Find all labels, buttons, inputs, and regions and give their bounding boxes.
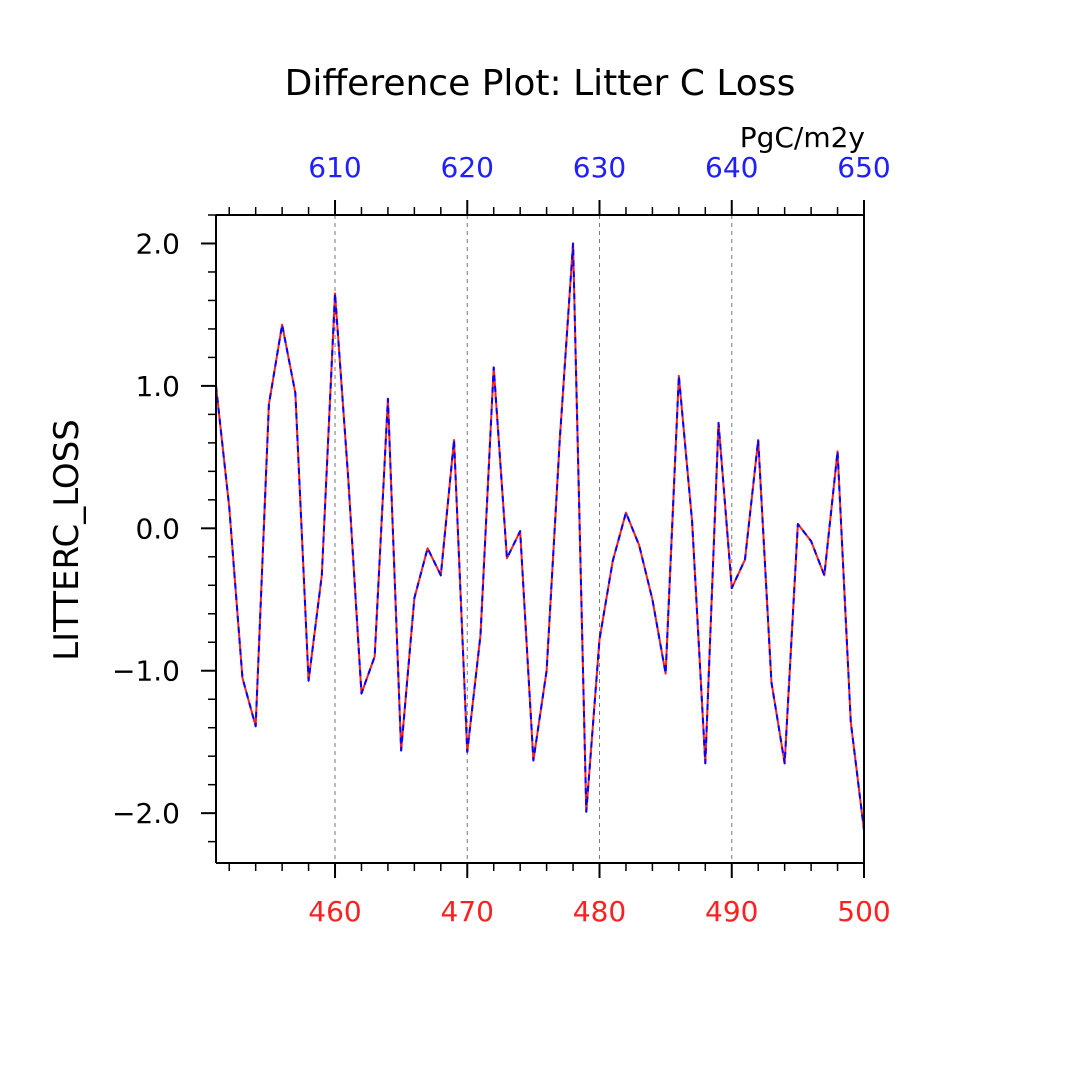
vertical-grid-lines xyxy=(334,215,733,863)
x-tick-label-bottom-460: 460 xyxy=(308,895,361,928)
series-lines xyxy=(215,242,865,831)
plot-frame-and-ticks xyxy=(201,200,865,878)
y-tick-label-4: −2.0 xyxy=(112,797,180,830)
x-tick-label-top-620: 620 xyxy=(441,151,494,184)
tick-labels: 460 470 480 490 500 610 620 630 640 650 2.0 1.0 0.0 −… xyxy=(112,151,891,928)
y-tick-label-1: 1.0 xyxy=(135,370,180,403)
x-tick-label-top-640: 640 xyxy=(705,151,758,184)
x-tick-label-bottom-490: 490 xyxy=(705,895,758,928)
x-tick-label-bottom-480: 480 xyxy=(573,895,626,928)
y-tick-label-0: 2.0 xyxy=(135,227,180,260)
units-label: PgC/m2y xyxy=(740,121,865,154)
y-axis-label: LITTERC_LOSS xyxy=(47,419,87,661)
series-line-blue xyxy=(215,242,865,831)
x-tick-label-top-650: 650 xyxy=(837,151,890,184)
x-tick-label-top-610: 610 xyxy=(308,151,361,184)
x-tick-label-top-630: 630 xyxy=(573,151,626,184)
x-tick-label-bottom-500: 500 xyxy=(837,895,890,928)
chart-title: Difference Plot: Litter C Loss xyxy=(285,63,796,104)
y-tick-label-2: 0.0 xyxy=(135,512,180,545)
x-tick-label-bottom-470: 470 xyxy=(441,895,494,928)
y-tick-label-3: −1.0 xyxy=(112,655,180,688)
series-line-red xyxy=(215,242,865,831)
